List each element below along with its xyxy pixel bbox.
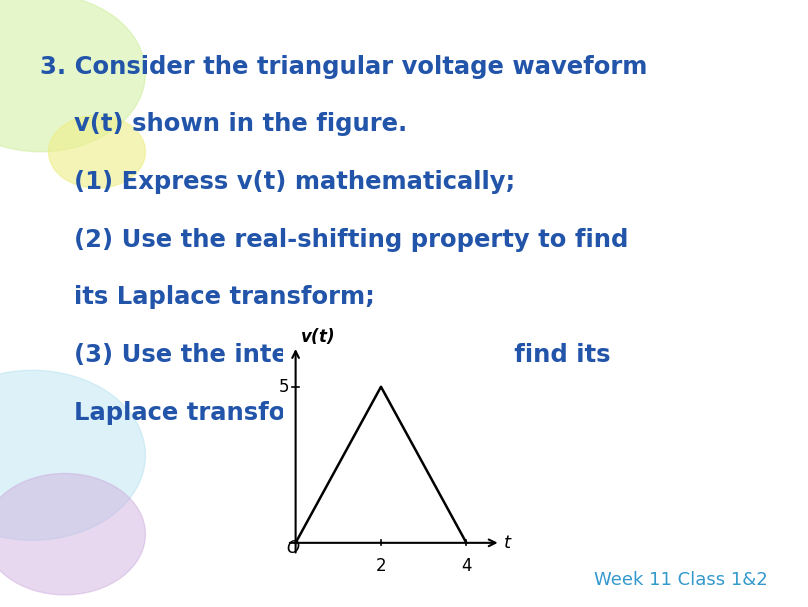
Text: Week 11 Class 1&2: Week 11 Class 1&2: [594, 571, 768, 589]
Text: $\it{O}$: $\it{O}$: [286, 539, 301, 557]
Text: its Laplace transform;: its Laplace transform;: [40, 285, 375, 310]
Text: $\it{t}$: $\it{t}$: [503, 534, 512, 552]
Circle shape: [48, 115, 145, 188]
Text: 3. Consider the triangular voltage waveform: 3. Consider the triangular voltage wavef…: [40, 55, 648, 79]
Text: (2) Use the real-shifting property to find: (2) Use the real-shifting property to fi…: [40, 228, 629, 252]
Text: $\bfit{v(t)}$: $\bfit{v(t)}$: [300, 326, 335, 346]
Text: (3) Use the integral property to find its: (3) Use the integral property to find it…: [40, 343, 611, 367]
Text: 5: 5: [279, 378, 289, 396]
Text: 4: 4: [461, 557, 472, 575]
Text: v(t) shown in the figure.: v(t) shown in the figure.: [40, 112, 408, 137]
Circle shape: [0, 473, 145, 595]
Circle shape: [0, 370, 145, 540]
Text: 2: 2: [376, 557, 386, 575]
Circle shape: [0, 0, 145, 152]
Text: Laplace transform.: Laplace transform.: [40, 401, 332, 425]
Text: (1) Express v(t) mathematically;: (1) Express v(t) mathematically;: [40, 170, 516, 194]
